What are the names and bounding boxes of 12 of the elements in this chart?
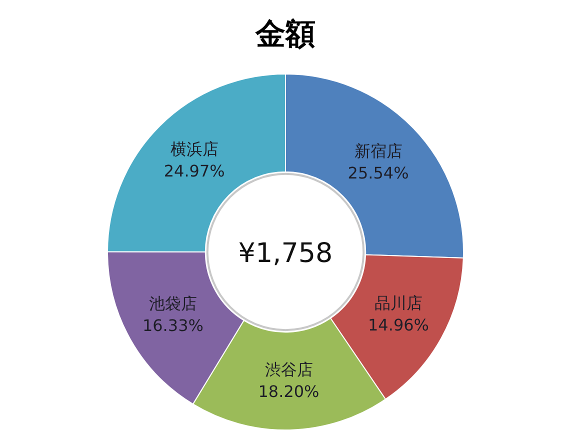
text: ¥1,758 bbox=[238, 238, 333, 269]
data-label: 18.20% bbox=[258, 382, 320, 402]
data-label: 25.54% bbox=[348, 163, 409, 182]
data-label: 24.97% bbox=[164, 162, 225, 181]
slice-label: 横浜店 bbox=[170, 140, 218, 159]
slice-label: 渋谷店 bbox=[264, 360, 313, 380]
chart-title: 金額 bbox=[254, 17, 316, 52]
data-label: 16.33% bbox=[142, 316, 204, 336]
data-label: 14.96% bbox=[368, 315, 430, 334]
slice-label: 池袋店 bbox=[148, 294, 197, 314]
slice-label: 品川店 bbox=[374, 293, 423, 312]
slice-label: 新宿店 bbox=[354, 141, 402, 160]
